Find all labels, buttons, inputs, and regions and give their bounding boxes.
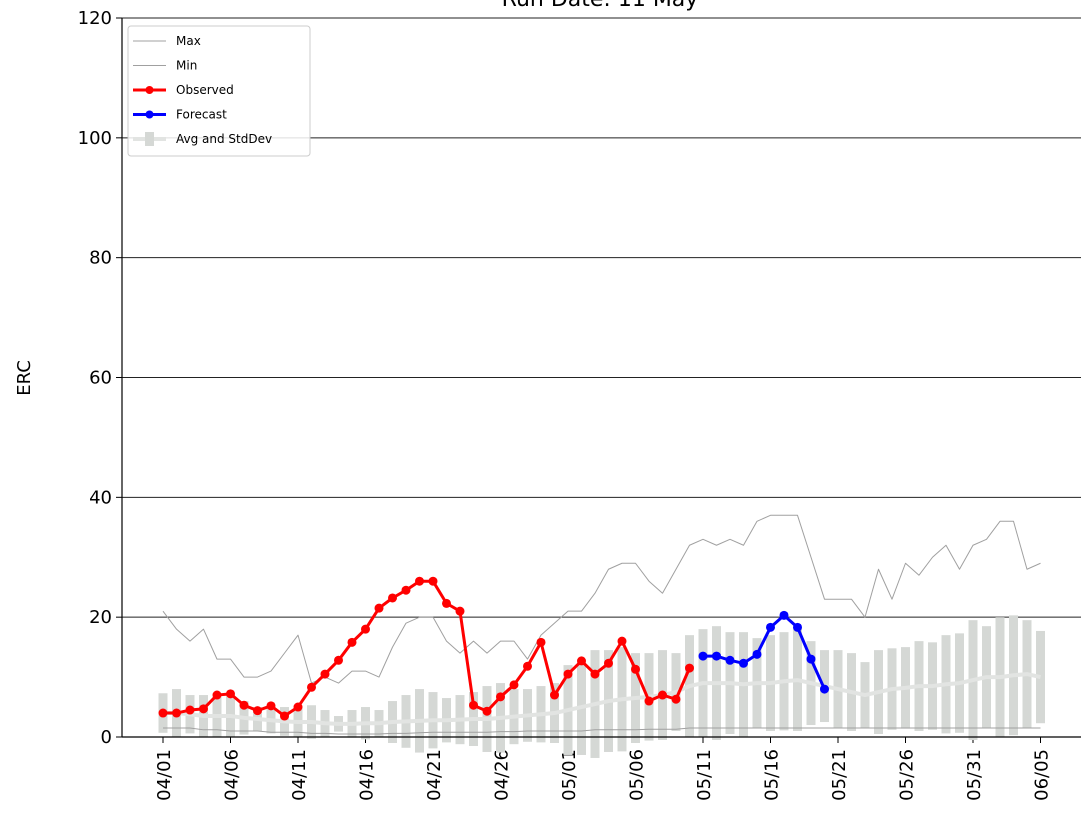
series-line-point bbox=[185, 705, 195, 715]
series-line-point bbox=[388, 593, 397, 603]
x-tick-label: 04/26 bbox=[492, 749, 513, 801]
y-tick-label: 60 bbox=[89, 368, 112, 389]
legend-label: Max bbox=[176, 34, 201, 48]
y-tick-label: 40 bbox=[89, 487, 112, 508]
series-line-point bbox=[577, 656, 586, 666]
legend-swatch bbox=[145, 132, 154, 146]
x-tick-label: 04/01 bbox=[154, 749, 175, 801]
y-axis-label: ERC bbox=[14, 360, 35, 396]
series-line-point bbox=[239, 700, 249, 710]
series-line-point bbox=[347, 637, 357, 647]
series-line-point bbox=[509, 680, 519, 690]
series-line-point bbox=[469, 700, 478, 710]
series-line-point bbox=[212, 690, 222, 700]
chart-title: Run Date: 11 May bbox=[502, 0, 699, 12]
series-line-point bbox=[320, 669, 330, 679]
series-line-point bbox=[604, 658, 613, 668]
legend-label: Forecast bbox=[176, 108, 227, 122]
x-tick-label: 04/16 bbox=[357, 749, 378, 801]
x-tick-label: 05/06 bbox=[627, 749, 648, 801]
series-line bbox=[703, 613, 826, 690]
series-line-point bbox=[523, 661, 532, 671]
series-line-point bbox=[685, 663, 694, 673]
series-line-point bbox=[658, 690, 667, 700]
series-line-point bbox=[779, 610, 789, 620]
x-tick-label: 05/26 bbox=[897, 749, 918, 801]
series-line-point bbox=[550, 690, 559, 700]
series-line bbox=[163, 727, 1041, 735]
x-tick-label: 05/11 bbox=[694, 749, 715, 801]
series-line-point bbox=[496, 692, 505, 702]
series-line-point bbox=[563, 669, 573, 679]
series-line-point bbox=[266, 701, 276, 711]
series-line-point bbox=[536, 637, 546, 647]
series-line-point bbox=[482, 706, 492, 716]
series-line-point bbox=[671, 694, 681, 704]
x-tick-label: 05/16 bbox=[762, 749, 783, 801]
x-tick-label: 06/05 bbox=[1032, 749, 1053, 801]
series-line-point bbox=[725, 655, 735, 665]
series-line-point bbox=[752, 649, 762, 659]
series-line bbox=[163, 579, 691, 718]
series-line-point bbox=[766, 622, 775, 632]
series-line-point bbox=[712, 651, 721, 661]
series-line-point bbox=[739, 658, 748, 668]
x-tick-label: 04/21 bbox=[424, 749, 445, 801]
x-tick-label: 05/21 bbox=[829, 749, 850, 801]
series-line-point bbox=[590, 669, 600, 679]
x-tick-label: 04/11 bbox=[289, 749, 310, 801]
series-line-point bbox=[334, 655, 343, 665]
avg-line bbox=[163, 672, 1041, 726]
y-tick-label: 100 bbox=[78, 128, 112, 149]
series-line bbox=[162, 514, 1041, 684]
series-line-point bbox=[793, 622, 802, 632]
legend-label: Min bbox=[176, 59, 197, 73]
series-line-point bbox=[280, 711, 289, 721]
series-line-point bbox=[455, 606, 465, 616]
legend-label: Avg and StdDev bbox=[176, 132, 272, 146]
series-line-point bbox=[428, 576, 438, 586]
y-tick-label: 0 bbox=[101, 727, 112, 748]
series-line-point bbox=[158, 708, 168, 718]
series-line-point bbox=[293, 702, 303, 712]
y-tick-label: 20 bbox=[89, 607, 112, 628]
series-line-point bbox=[199, 704, 208, 714]
x-tick-label: 05/31 bbox=[964, 749, 985, 801]
stddev-bar bbox=[1036, 630, 1045, 724]
series-line-point bbox=[361, 624, 370, 634]
series-line-point bbox=[617, 636, 627, 646]
series-line-point bbox=[374, 603, 384, 613]
series-line-point bbox=[226, 689, 235, 699]
legend-box bbox=[127, 25, 311, 157]
series-line-point bbox=[442, 598, 451, 608]
legend-swatch bbox=[145, 86, 154, 94]
series-line-point bbox=[307, 682, 316, 692]
series-line-point bbox=[698, 651, 708, 661]
series-line-point bbox=[401, 585, 411, 595]
x-tick-label: 04/06 bbox=[222, 749, 243, 801]
y-tick-label: 80 bbox=[89, 248, 112, 269]
series-line-point bbox=[172, 708, 181, 718]
legend-swatch bbox=[145, 110, 154, 119]
series-line-point bbox=[631, 664, 640, 674]
series-line-point bbox=[415, 576, 424, 586]
series-line-point bbox=[806, 654, 816, 664]
y-tick-label: 120 bbox=[78, 8, 112, 29]
series-line-point bbox=[253, 706, 262, 716]
x-tick-label: 05/01 bbox=[559, 749, 580, 801]
legend-label: Observed bbox=[176, 83, 234, 97]
series-line-point bbox=[820, 684, 829, 694]
series-line-point bbox=[644, 696, 654, 706]
